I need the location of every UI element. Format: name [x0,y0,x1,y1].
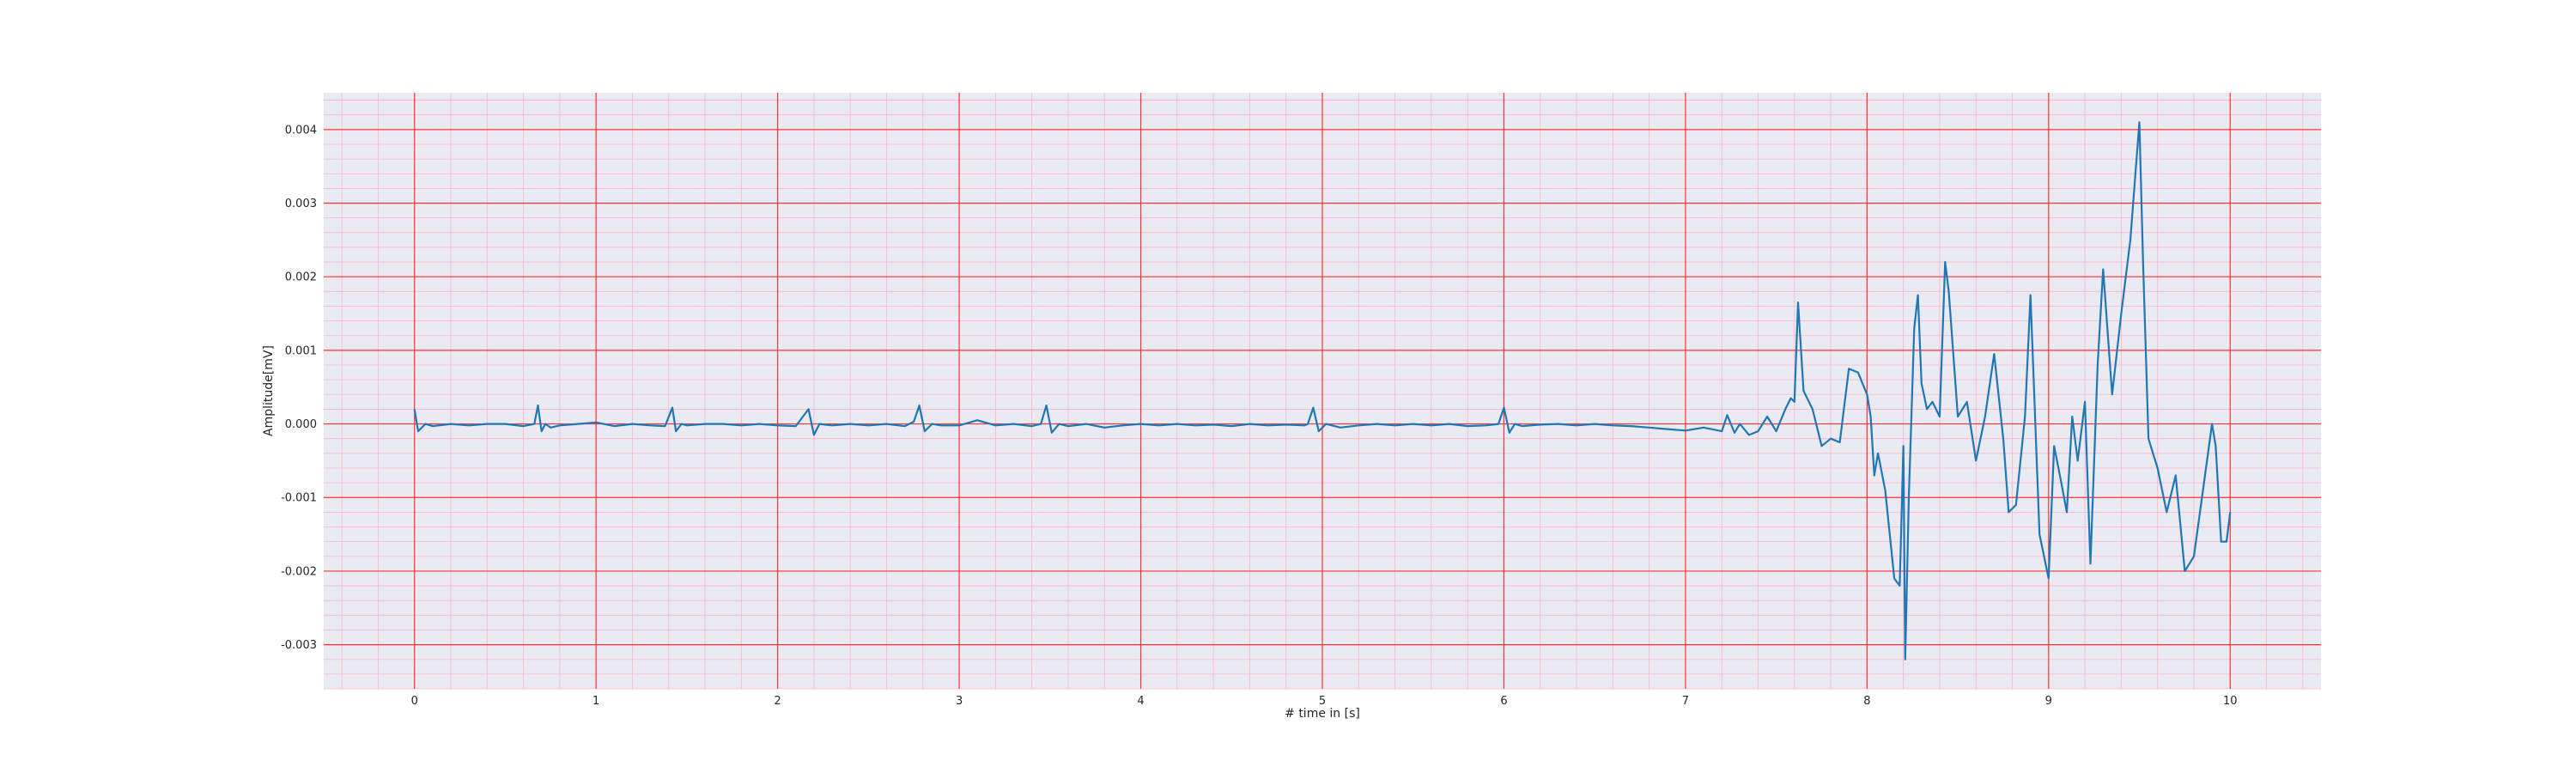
y-tick-label: 0.002 [285,271,317,284]
x-tick-label: 6 [1500,695,1507,708]
x-tick-label: 7 [1682,695,1689,708]
y-tick-label: 0.001 [285,344,317,357]
x-tick-label: 10 [2223,695,2238,708]
y-tick-label: 0.004 [285,124,317,137]
y-axis-label: Amplitude[mV] [262,345,276,436]
major-grid [324,93,2321,689]
x-tick-label: 1 [592,695,599,708]
x-tick-label: 3 [956,695,963,708]
y-tick-label: 0.003 [285,198,317,210]
ecg-signal-line [413,121,2232,660]
x-tick-labels: 0 1 2 3 4 5 6 7 8 9 10 [411,695,2238,708]
y-tick-label: -0.001 [281,492,317,505]
x-tick-label: 8 [1863,695,1870,708]
y-tick-label: -0.002 [281,565,317,578]
x-tick-label: 9 [2045,695,2052,708]
y-tick-label: -0.003 [281,639,317,652]
y-tick-label: 0.000 [285,418,317,431]
x-tick-label: 4 [1137,695,1144,708]
x-tick-label: 2 [774,695,781,708]
x-tick-label: 0 [411,695,418,708]
series-layer [413,121,2232,660]
x-axis-label: # time in [s] [1285,707,1360,721]
y-tick-labels: -0.003 -0.002 -0.001 0.000 0.001 0.002 0.003 0.… [281,124,317,652]
x-tick-label: 5 [1319,695,1326,708]
